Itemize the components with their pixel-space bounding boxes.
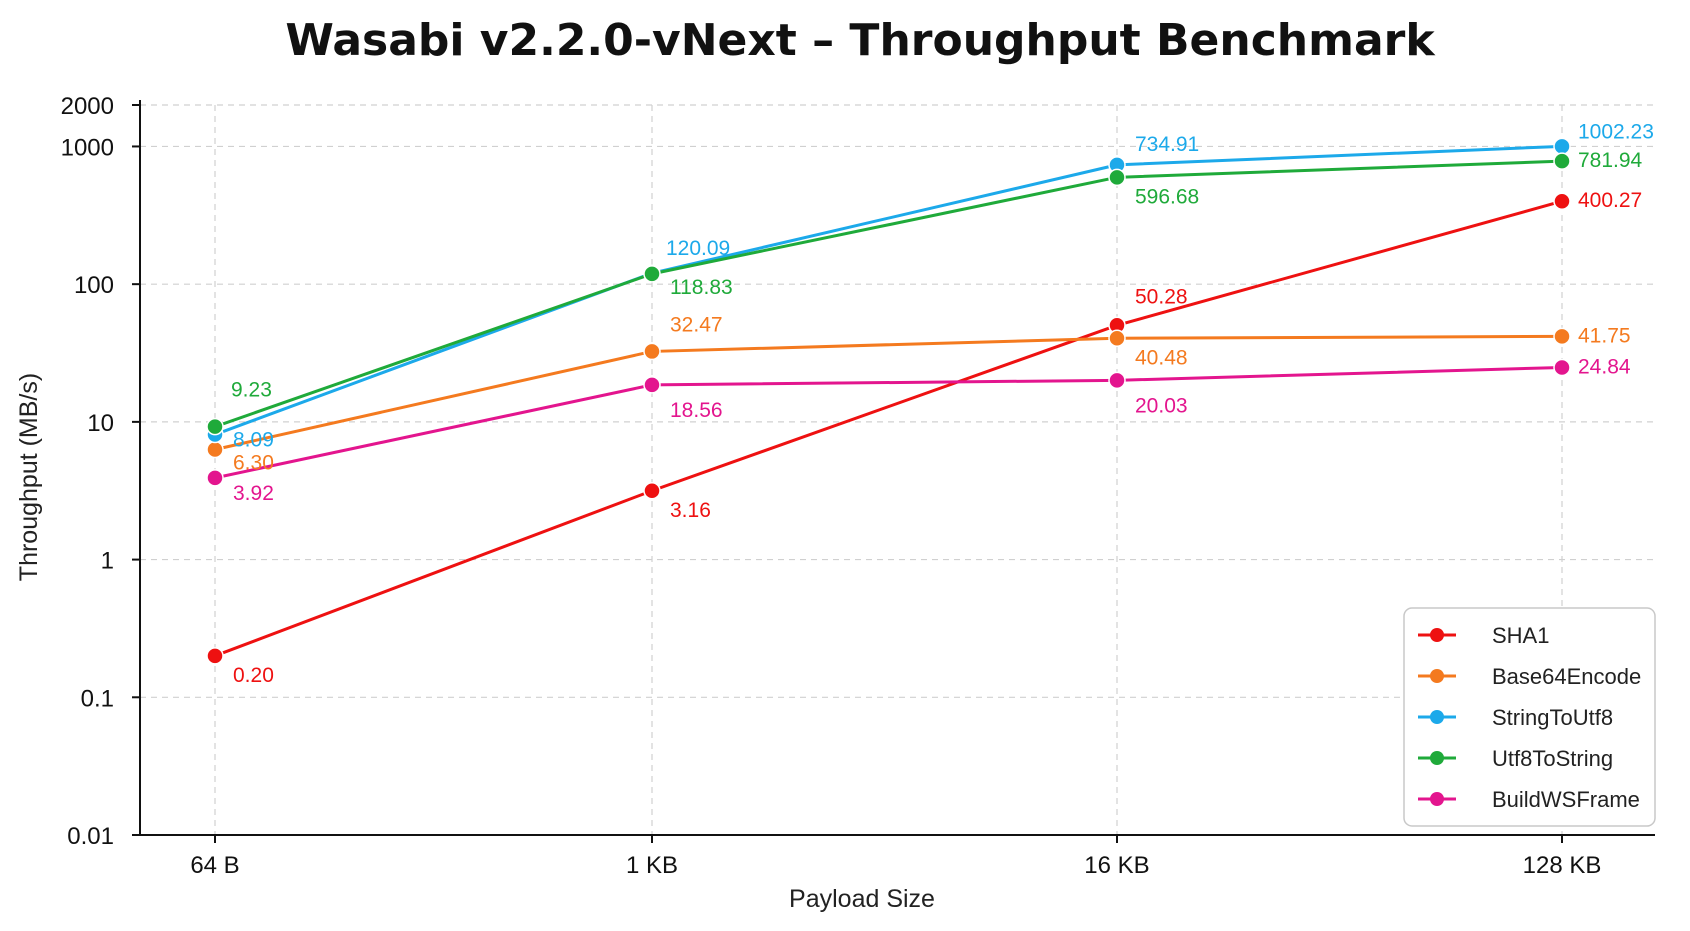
y-tick-label: 10 <box>87 410 114 437</box>
series-line-utf8tostring <box>214 159 1563 429</box>
y-tick-label: 0.1 <box>81 685 114 712</box>
data-point-utf8tostring <box>643 265 661 283</box>
legend-marker <box>1430 710 1444 724</box>
data-label-base64encode: 41.75 <box>1578 324 1631 347</box>
data-point-base64encode <box>643 342 661 361</box>
legend-label: StringToUtf8 <box>1492 705 1613 730</box>
data-label-utf8tostring: 118.83 <box>670 276 733 299</box>
data-point-utf8tostring <box>206 417 224 436</box>
axes-layer: 0.01 0.1 1 10 100 1000 2000 64 B 1 KB 16 KB 128 KB <box>61 93 1655 879</box>
data-label-stringtoutf8: 120.09 <box>666 237 730 260</box>
data-label-base64encode: 40.48 <box>1135 346 1188 369</box>
series-line-stringtoutf8 <box>214 144 1563 436</box>
series-layer <box>206 137 1571 665</box>
legend-label: Base64Encode <box>1492 664 1641 689</box>
legend-marker <box>1430 751 1444 765</box>
data-point-base64encode <box>1553 327 1571 346</box>
data-label-buildwsframe: 24.84 <box>1578 355 1631 378</box>
chart-title: Wasabi v2.2.0-vNext – Throughput Benchma… <box>285 15 1436 66</box>
data-point-base64encode <box>206 440 224 459</box>
legend-marker <box>1430 792 1444 806</box>
x-tick-label: 64 B <box>190 852 239 879</box>
x-tick-label: 1 KB <box>626 852 678 879</box>
data-labels-layer: 0.20 3.16 50.28 400.27 6.30 32.47 40.48 41.75 8.… <box>231 120 1654 687</box>
data-point-utf8tostring <box>1553 152 1571 170</box>
y-tick-label: 1000 <box>61 134 114 161</box>
y-tick-label: 100 <box>74 272 114 299</box>
data-point-buildwsframe <box>643 376 661 394</box>
legend-marker <box>1430 628 1444 642</box>
y-tick-label: 1 <box>101 548 114 575</box>
series-line-sha1 <box>214 199 1563 658</box>
data-label-utf8tostring: 596.68 <box>1135 185 1199 208</box>
data-point-base64encode <box>1108 329 1126 348</box>
data-label-buildwsframe: 18.56 <box>670 399 723 422</box>
legend-box <box>1403 607 1656 827</box>
data-point-utf8tostring <box>1108 168 1126 187</box>
data-point-sha1 <box>1553 192 1571 210</box>
data-label-base64encode: 32.47 <box>670 313 723 336</box>
legend-marker <box>1430 669 1444 683</box>
data-label-buildwsframe: 3.92 <box>233 482 274 505</box>
y-tick-label: 2000 <box>61 93 114 120</box>
data-label-base64encode: 6.30 <box>233 452 274 475</box>
data-label-utf8tostring: 781.94 <box>1578 149 1643 172</box>
data-label-buildwsframe: 20.03 <box>1135 394 1188 417</box>
data-label-utf8tostring: 9.23 <box>231 379 272 402</box>
data-point-sha1 <box>206 647 224 665</box>
x-axis-label: Payload Size <box>789 885 935 913</box>
series-line-base64encode <box>214 334 1563 451</box>
data-label-sha1: 400.27 <box>1578 189 1642 212</box>
data-point-buildwsframe <box>1553 358 1571 377</box>
data-label-sha1: 3.16 <box>670 499 711 522</box>
x-tick-label: 16 KB <box>1084 852 1149 879</box>
data-label-sha1: 0.20 <box>233 664 274 687</box>
data-label-stringtoutf8: 1002.23 <box>1578 120 1654 143</box>
series-line-buildwsframe <box>214 365 1563 480</box>
data-point-stringtoutf8 <box>1553 137 1571 156</box>
y-tick-label: 0.01 <box>67 823 114 850</box>
data-point-sha1 <box>643 482 661 500</box>
legend: SHA1 Base64Encode StringToUtf8 Utf8ToString… <box>1403 607 1656 827</box>
data-point-buildwsframe <box>1108 371 1126 390</box>
data-label-sha1: 50.28 <box>1135 285 1188 308</box>
legend-label: Utf8ToString <box>1492 746 1613 771</box>
legend-label: BuildWSFrame <box>1492 787 1640 812</box>
x-tick-label: 128 KB <box>1523 852 1602 879</box>
y-axis-label: Throughput (MB/s) <box>15 373 43 581</box>
data-label-stringtoutf8: 734.91 <box>1135 133 1199 156</box>
legend-label: SHA1 <box>1492 623 1549 648</box>
data-point-buildwsframe <box>206 469 224 487</box>
data-label-stringtoutf8: 8.09 <box>233 429 274 452</box>
